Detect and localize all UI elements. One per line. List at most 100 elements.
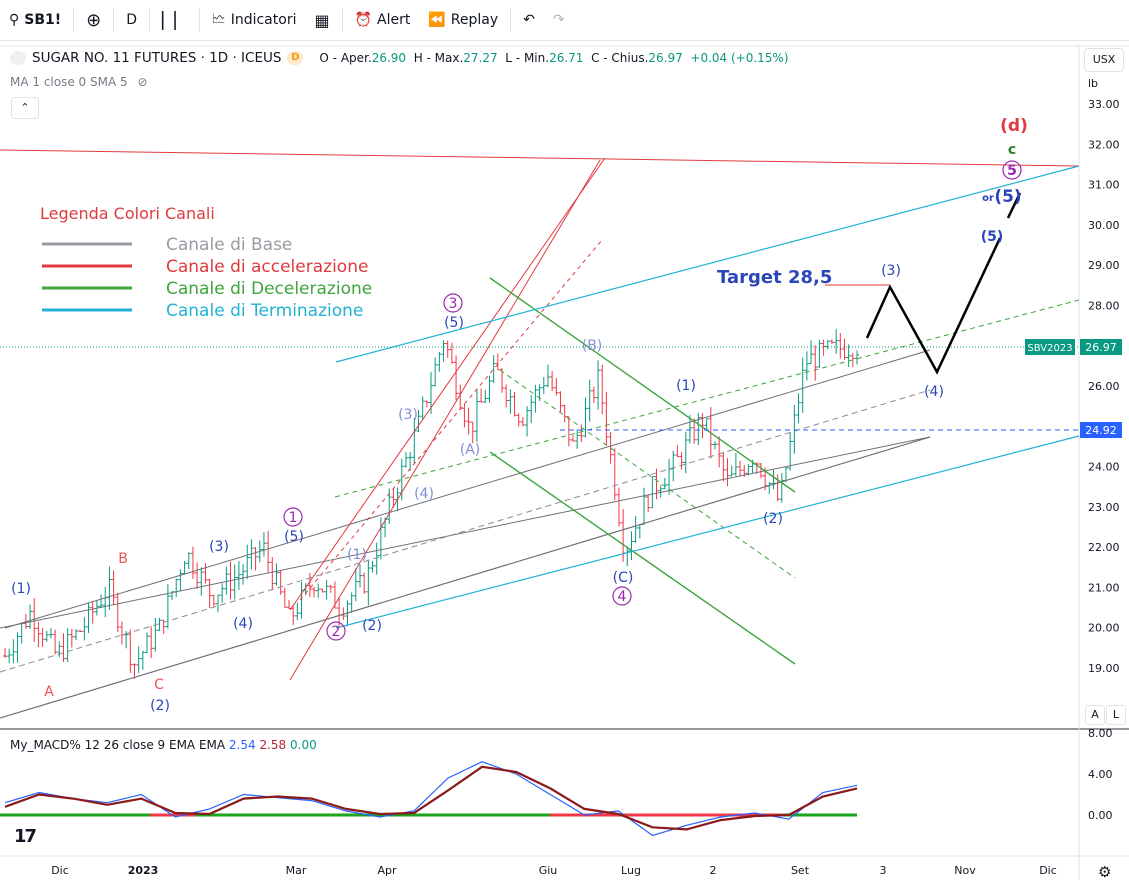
replay-label: Replay	[450, 12, 499, 28]
wave-label: 3	[449, 296, 458, 312]
wave-circle-icon	[326, 621, 346, 641]
auto-scale-button[interactable]: A	[1085, 705, 1105, 725]
wave-label: (2)	[362, 618, 382, 634]
base-channel-bottom	[0, 436, 931, 719]
top-toolbar: ⚲ SB1! ⊕ D ▏▏ 🗠 Indicatori ▦ ⏰ Alert ⏪ R…	[0, 0, 1129, 41]
price-tag	[1080, 339, 1122, 355]
y-tick-label: 21.00	[1088, 581, 1120, 594]
wave-label: (3)	[209, 539, 229, 555]
redo-icon: ↷	[552, 12, 565, 28]
base-channel-upper	[4, 349, 931, 629]
wave-label: (d)	[1000, 116, 1028, 136]
y-tick-label: 24.00	[1088, 461, 1120, 474]
wave-label: (4)	[414, 486, 434, 502]
chart-header: SUGAR NO. 11 FUTURES · 1D · ICEUS D O - …	[10, 50, 789, 66]
wave-label: B	[118, 551, 128, 567]
wave-label: 5	[1007, 163, 1017, 179]
sbv-tag-label: SBV2023	[1027, 343, 1072, 354]
chart-title: SUGAR NO. 11 FUTURES · 1D · ICEUS	[32, 50, 282, 66]
macd-series-line	[4, 761, 858, 837]
redo-button[interactable]: ↷	[544, 0, 574, 40]
target-label: Target 28,5	[717, 267, 832, 288]
wave-label: (2)	[150, 698, 170, 714]
legend-title: Legenda Colori Canali	[40, 204, 215, 223]
wave-circle-icon	[612, 586, 632, 606]
accel-channel-bottom	[289, 159, 601, 681]
x-tick-label: 3	[880, 864, 887, 877]
wave-label: (4)	[233, 616, 253, 632]
compare-symbol-button[interactable]: ⊕	[77, 0, 110, 40]
chevron-up-icon: ⌃	[20, 101, 30, 114]
search-icon: ⚲	[9, 12, 20, 28]
grid-icon: ▦	[314, 10, 330, 30]
macd-series-line	[4, 765, 858, 831]
wave-label: (5)	[444, 315, 464, 331]
wave-label: (3)	[881, 263, 901, 279]
sbv-tag	[1025, 339, 1075, 355]
unit-select[interactable]: lb	[1088, 77, 1099, 90]
log-scale-button[interactable]: L	[1106, 705, 1126, 725]
base-channel-mid	[0, 389, 931, 673]
wave-label: 4	[618, 589, 627, 605]
delay-badge: D	[287, 51, 304, 65]
undo-button[interactable]: ↶	[514, 0, 544, 40]
wave-label: or	[982, 193, 994, 204]
accel-channel-top	[289, 157, 606, 611]
terminal-channel-bottom	[335, 435, 1080, 629]
symbol-logo-icon	[10, 51, 26, 65]
indicators-label: Indicatori	[230, 12, 297, 28]
wave-label: (1)	[676, 378, 696, 394]
wave-label: 1	[289, 510, 298, 526]
legend-item-label: Canale di Base	[166, 235, 292, 255]
wave-circle-icon	[283, 507, 303, 527]
chart-type-button[interactable]: ▏▏	[153, 0, 196, 40]
y-tick-label: 23.00	[1088, 501, 1120, 514]
y-tick-label: 33.00	[1088, 98, 1120, 111]
decel-channel-mid	[499, 369, 796, 579]
y-tick-label: 20.00	[1088, 622, 1120, 635]
decel-channel-top	[489, 277, 796, 493]
collapse-legend-button[interactable]: ⌃	[11, 97, 39, 119]
x-tick-label: Dic	[1039, 864, 1057, 877]
undo-icon: ↶	[523, 12, 535, 28]
wave-label: A	[44, 684, 54, 700]
y-tick-label: 32.00	[1088, 138, 1120, 151]
legend-item-label: Canale di Decelerazione	[166, 279, 372, 299]
x-tick-label: Set	[791, 864, 810, 877]
x-tick-label: Giu	[539, 864, 558, 877]
gear-icon[interactable]: ⚙	[1098, 863, 1112, 881]
ohlc-values: O - Aper.26.90 H - Max.27.27 L - Min.26.…	[319, 51, 789, 65]
projection-path-end	[1006, 192, 1022, 219]
y-tick-label: 19.00	[1088, 662, 1120, 675]
wave-circle-icon	[443, 293, 463, 313]
indicators-button[interactable]: 🗠 Indicatori	[203, 0, 306, 40]
wave-label: (B)	[582, 338, 603, 354]
wave-label: (2)	[763, 511, 783, 527]
y-tick-label: 28.00	[1088, 299, 1120, 312]
macd-legend[interactable]: My_MACD% 12 26 close 9 EMA EMA 2.54 2.58…	[10, 738, 317, 752]
symbol-search[interactable]: ⚲ SB1!	[0, 0, 70, 40]
bars-icon: ▏▏	[162, 10, 187, 30]
eye-off-icon[interactable]: ⊘	[137, 75, 148, 89]
level-tag	[1080, 422, 1122, 438]
y-tick-label: 31.00	[1088, 179, 1120, 192]
replay-button[interactable]: ⏪ Replay	[419, 0, 507, 40]
x-tick-label: Apr	[377, 864, 397, 877]
wave-label: (4)	[924, 384, 944, 400]
wave-label: c	[1008, 142, 1016, 158]
wave-label: 2	[332, 624, 341, 640]
legend-item-label: Canale di accelerazione	[166, 257, 368, 277]
x-tick-label: 2023	[128, 864, 159, 877]
alert-button[interactable]: ⏰ Alert	[346, 0, 420, 40]
accel-channel-mid	[299, 239, 603, 601]
ma-indicator-label[interactable]: MA 1 close 0 SMA 5 ⊘	[10, 75, 148, 89]
interval-button[interactable]: D	[126, 12, 138, 28]
wave-circle-icon	[1002, 160, 1022, 180]
wave-label: (1)	[347, 547, 367, 563]
red-top-line	[0, 149, 1080, 167]
projection-path	[865, 237, 1002, 375]
currency-select[interactable]: USX	[1084, 48, 1124, 72]
rewind-icon: ⏪	[428, 12, 446, 28]
layout-button[interactable]: ▦	[305, 0, 338, 40]
